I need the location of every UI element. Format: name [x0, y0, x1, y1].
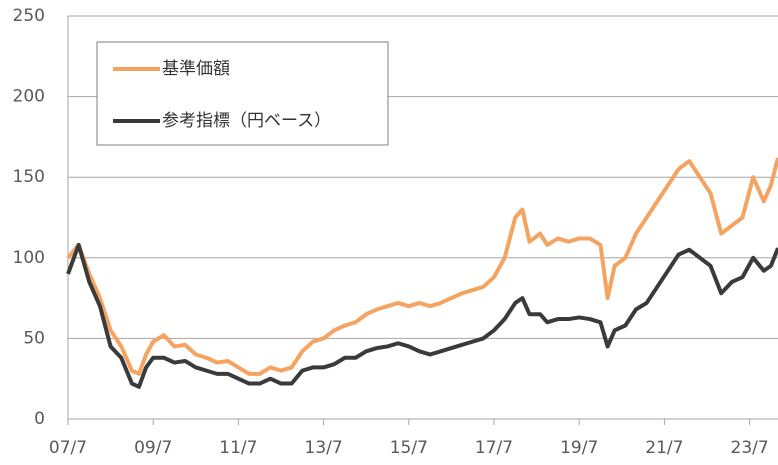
series-line [66, 242, 778, 389]
legend-label: 参考指標（円ベース） [162, 111, 331, 131]
x-tick-label: 11/7 [219, 438, 257, 458]
y-tick-label: 100 [13, 248, 45, 268]
x-tick-label: 13/7 [305, 438, 343, 458]
legend-box [96, 41, 389, 146]
y-tick-label: 150 [13, 167, 45, 187]
x-tick-label: 21/7 [645, 438, 683, 458]
y-tick-label: 250 [13, 6, 45, 26]
legend-label: 基準価額 [162, 59, 230, 79]
y-tick-label: 200 [13, 87, 45, 107]
x-tick-label: 15/7 [390, 438, 428, 458]
x-tick-label: 19/7 [560, 438, 598, 458]
x-tick-label: 23/7 [731, 438, 769, 458]
y-tick-label: 50 [23, 328, 45, 348]
series-line [66, 157, 778, 376]
x-tick-label: 17/7 [475, 438, 513, 458]
x-tick-label: 09/7 [134, 438, 172, 458]
x-tick-label: 07/7 [49, 438, 87, 458]
y-tick-label: 0 [34, 409, 45, 429]
